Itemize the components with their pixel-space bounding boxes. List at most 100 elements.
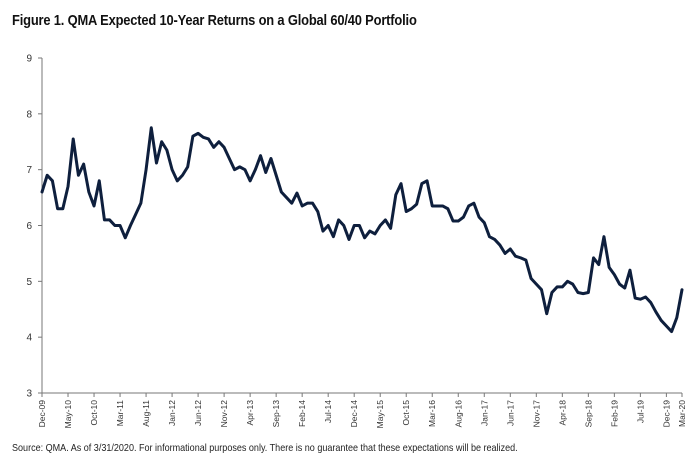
data-point [347, 238, 351, 241]
data-point [384, 218, 387, 222]
source-note: Source: QMA. As of 3/31/2020. For inform… [12, 442, 518, 454]
data-point [295, 191, 299, 195]
data-point [597, 263, 600, 266]
data-point [529, 277, 533, 280]
x-tick-label: Nov-12 [219, 400, 229, 428]
y-tick-label: 8 [26, 109, 32, 120]
data-point [457, 219, 460, 223]
data-point [186, 165, 189, 169]
x-tick-label: Jul-14 [323, 400, 333, 423]
data-point [332, 235, 335, 238]
data-point [576, 291, 580, 294]
x-tick-label: Feb-14 [297, 400, 307, 427]
data-point [170, 168, 174, 171]
data-point [555, 285, 559, 289]
data-point [399, 182, 403, 185]
data-point [139, 201, 143, 205]
y-tick-label: 7 [26, 165, 32, 176]
data-point [665, 324, 668, 328]
x-tick-label: Aug-11 [141, 400, 151, 427]
data-point [639, 298, 642, 301]
data-point [56, 207, 59, 210]
data-point [306, 201, 309, 205]
data-point [165, 148, 169, 152]
data-point [238, 165, 241, 169]
data-point [644, 295, 647, 299]
data-point [394, 193, 398, 196]
data-point [196, 132, 200, 135]
data-point [654, 310, 658, 314]
x-tick-label: Dec-14 [349, 400, 359, 428]
data-point [540, 288, 543, 291]
data-point [623, 286, 626, 290]
x-tick-label: Mar-16 [427, 400, 437, 427]
x-tick-label: Oct-10 [89, 400, 99, 426]
data-point [248, 179, 252, 183]
data-point [300, 204, 304, 208]
data-point [243, 168, 247, 171]
data-point [379, 224, 382, 227]
y-tick-label: 9 [26, 54, 32, 65]
data-point [259, 154, 262, 157]
x-tick-label: Sep-13 [271, 400, 281, 428]
data-point [311, 201, 314, 205]
data-point [191, 134, 195, 138]
x-tick-label: Jan-17 [479, 400, 489, 426]
data-point [503, 252, 507, 255]
data-point [488, 235, 491, 238]
data-point [353, 224, 356, 227]
data-point [680, 288, 684, 291]
x-tick-label: Mar-20 [677, 400, 687, 427]
data-point [535, 282, 538, 286]
x-tick-label: Dec-19 [661, 400, 671, 428]
data-point [628, 268, 632, 272]
data-point [77, 174, 80, 177]
data-point [451, 219, 455, 223]
data-point [134, 213, 137, 216]
data-point [113, 224, 117, 227]
y-axis: 3 4 5 6 7 8 9 [26, 54, 43, 400]
data-point [254, 168, 257, 171]
x-tick-label: Feb-19 [609, 400, 619, 427]
data-point [66, 185, 70, 188]
data-point [441, 204, 444, 208]
data-point [498, 243, 502, 247]
data-point [561, 285, 564, 289]
data-point [410, 207, 413, 210]
x-tick-label: Apr-18 [557, 400, 567, 426]
data-point [280, 190, 283, 194]
data-point [472, 201, 476, 205]
data-point [82, 162, 85, 166]
chart-title: Figure 1. QMA Expected 10-Year Returns o… [12, 12, 417, 29]
data-point [274, 174, 278, 177]
series-group [40, 126, 684, 334]
x-tick-label: Oct-15 [401, 400, 411, 426]
data-point [144, 168, 148, 171]
x-tick-label: Mar-11 [115, 400, 125, 427]
data-point [98, 179, 101, 183]
x-tick-label: Dec-09 [37, 400, 47, 428]
data-point [436, 204, 439, 208]
data-point [285, 196, 288, 199]
data-point [222, 146, 226, 149]
data-point [425, 179, 429, 183]
data-point [342, 224, 345, 227]
data-point [321, 229, 325, 233]
data-point [316, 210, 319, 213]
data-point [607, 266, 611, 269]
data-point [202, 136, 205, 139]
data-point [670, 330, 673, 333]
data-point [290, 201, 293, 205]
data-point [649, 301, 652, 304]
x-tick-label: Nov-17 [531, 400, 541, 428]
data-point [358, 224, 361, 227]
data-point [618, 282, 621, 286]
data-point [477, 215, 481, 219]
data-point [493, 238, 496, 241]
y-tick-label: 6 [26, 221, 32, 232]
data-point [40, 190, 44, 194]
data-point [602, 235, 606, 238]
data-point [405, 210, 408, 213]
data-point [613, 273, 616, 276]
